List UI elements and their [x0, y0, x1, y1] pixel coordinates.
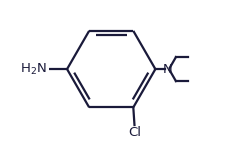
Text: H$_2$N: H$_2$N: [20, 61, 47, 77]
Text: Cl: Cl: [128, 126, 141, 139]
Text: N: N: [163, 63, 173, 76]
